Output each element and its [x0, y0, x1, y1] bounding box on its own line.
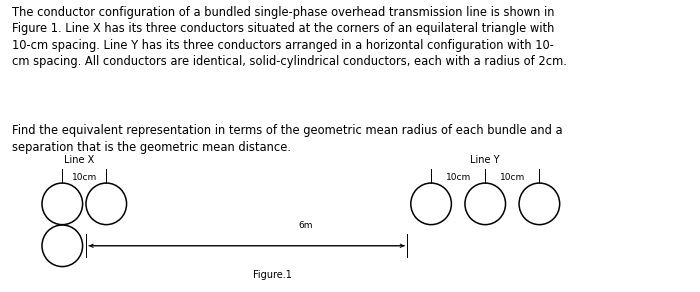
Text: 10cm: 10cm — [500, 173, 525, 182]
Text: 6m: 6m — [299, 221, 313, 230]
Text: Line X: Line X — [64, 155, 95, 165]
Text: The conductor configuration of a bundled single-phase overhead transmission line: The conductor configuration of a bundled… — [11, 6, 566, 68]
Text: Line Y: Line Y — [470, 155, 500, 165]
Text: 10cm: 10cm — [445, 173, 471, 182]
Text: Figure.1: Figure.1 — [253, 270, 291, 281]
Text: Find the equivalent representation in terms of the geometric mean radius of each: Find the equivalent representation in te… — [11, 124, 562, 154]
Text: 10cm: 10cm — [71, 173, 97, 182]
